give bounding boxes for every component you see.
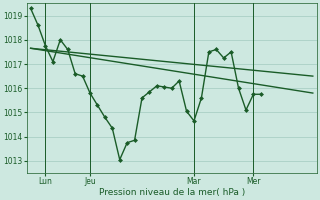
- X-axis label: Pression niveau de la mer( hPa ): Pression niveau de la mer( hPa ): [99, 188, 245, 197]
